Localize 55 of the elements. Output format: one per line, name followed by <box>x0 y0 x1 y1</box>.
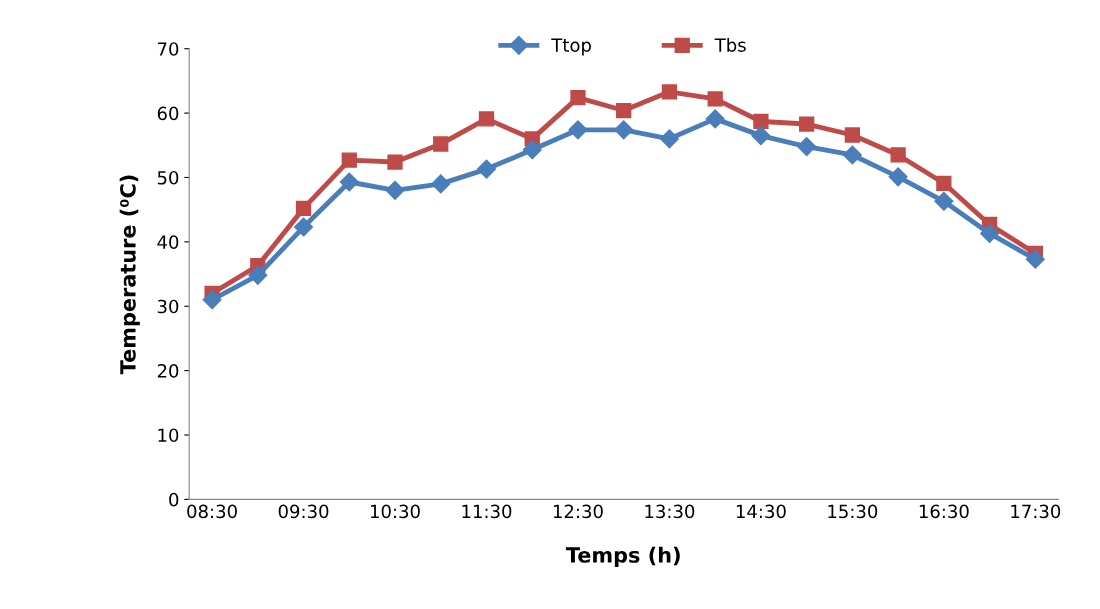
y-axis-title: Temperature (⁰C) <box>119 175 140 375</box>
point <box>844 127 861 143</box>
point <box>1025 249 1045 269</box>
x-axis-title: Temps (h) <box>565 546 680 567</box>
point <box>387 154 403 170</box>
point <box>659 129 679 149</box>
x-tick-label: 13:30 <box>645 504 695 519</box>
x-tick-label: 09:30 <box>278 504 329 519</box>
point <box>888 167 908 187</box>
point <box>707 91 723 107</box>
point <box>202 290 222 310</box>
x-tick-label: 10:30 <box>370 504 420 519</box>
x-tick-label: 12:30 <box>553 504 603 519</box>
y-tick-label: 20 <box>157 364 179 378</box>
point <box>339 172 359 192</box>
point <box>295 200 312 217</box>
y-tick-label: 0 <box>169 492 179 507</box>
point <box>431 174 451 194</box>
legend-label: Tbs <box>714 37 746 52</box>
point <box>433 136 449 152</box>
point <box>294 217 314 237</box>
point <box>980 223 1000 244</box>
point <box>476 159 497 179</box>
point <box>570 90 586 106</box>
x-tick-label: 15:30 <box>828 504 878 519</box>
y-tick-label: 60 <box>157 106 179 121</box>
point <box>934 191 954 211</box>
point <box>248 265 268 285</box>
point <box>799 116 815 132</box>
x-tick-label: 14:30 <box>736 504 786 519</box>
point <box>751 126 771 146</box>
y-tick-label: 10 <box>158 428 179 443</box>
point <box>385 180 405 200</box>
x-tick-label: 08:30 <box>187 504 237 519</box>
point <box>705 109 725 129</box>
point <box>842 145 862 165</box>
y-tick-label: 50 <box>157 170 179 185</box>
point <box>568 120 588 140</box>
point <box>614 120 634 140</box>
point <box>341 152 357 168</box>
x-tick-label: 11:30 <box>462 504 512 519</box>
point <box>478 111 495 127</box>
x-tick-label: 17:30 <box>1011 504 1061 519</box>
point <box>797 137 817 157</box>
x-tick-label: 16:30 <box>919 504 969 519</box>
point <box>616 102 632 119</box>
y-tick-label: 30 <box>157 299 179 314</box>
point <box>661 84 678 100</box>
legend-label: Ttop <box>551 38 591 56</box>
point <box>753 113 769 130</box>
point <box>936 175 952 191</box>
y-tick-label: 40 <box>157 235 179 249</box>
point <box>522 140 542 160</box>
point <box>890 147 906 163</box>
y-tick-label: 70 <box>157 42 179 56</box>
